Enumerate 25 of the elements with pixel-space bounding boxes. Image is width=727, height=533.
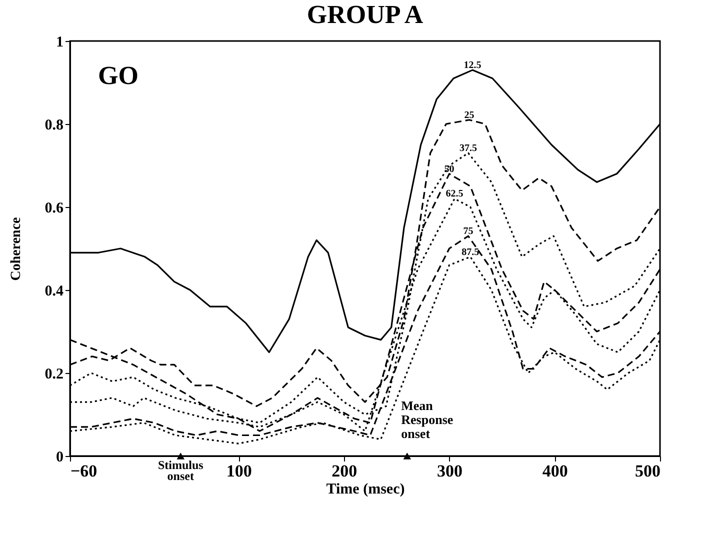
x-axis-title: Time (msec) xyxy=(326,482,405,498)
x-tick-label: 500 xyxy=(635,462,660,480)
chart-title: GROUP A xyxy=(306,0,424,29)
y-tick-label: 0.2 xyxy=(44,366,64,382)
y-tick-label: 1 xyxy=(56,34,64,50)
y-tick-label: 0.8 xyxy=(44,118,64,134)
x-tick-label: 200 xyxy=(332,462,358,480)
y-tick-label: 0.6 xyxy=(44,200,64,216)
series-label: 12.5 xyxy=(464,60,482,72)
y-tick-label: 0 xyxy=(56,450,64,466)
series-label: 25 xyxy=(464,110,474,121)
series-label: 62.5 xyxy=(446,188,464,200)
series-label: 87.5 xyxy=(462,246,480,258)
series-label: 50 xyxy=(444,164,454,175)
annotation: Stimulus onset xyxy=(158,458,204,483)
y-tick-label: 0.4 xyxy=(44,284,64,300)
series-label: 75 xyxy=(463,226,474,238)
x-tick-label: 100 xyxy=(226,462,252,480)
x-tick-label: −60 xyxy=(70,462,98,480)
y-axis-title: Coherence xyxy=(8,217,24,281)
x-tick-label: 300 xyxy=(437,462,463,480)
series-label: 37.5 xyxy=(460,143,477,154)
annotation: Mean Response onset xyxy=(401,398,454,441)
annotation: GO xyxy=(98,61,138,90)
x-tick-label: 400 xyxy=(542,462,568,480)
